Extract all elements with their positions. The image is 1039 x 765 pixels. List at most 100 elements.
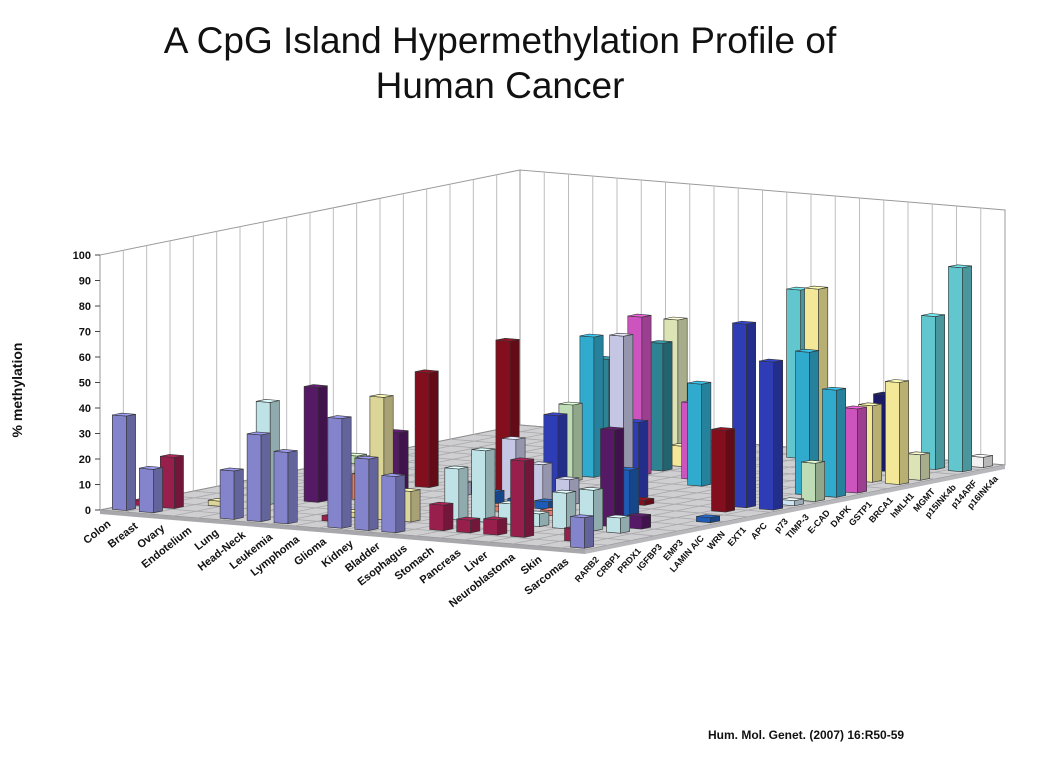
bar-face (233, 468, 244, 520)
bar-top (663, 316, 688, 321)
bar-face (962, 265, 973, 473)
bar-top (220, 467, 244, 472)
bar-skin-timp-3 (732, 320, 757, 509)
z-tick-label: 30 (79, 429, 91, 441)
bar-skin-e-cad (711, 427, 736, 513)
bar-face (552, 491, 567, 530)
bar-top (711, 427, 735, 431)
bar-top (609, 332, 633, 337)
bar-top (510, 457, 534, 462)
bar-head-neck-p16ink4a (246, 431, 271, 522)
bar-face (341, 416, 352, 529)
bar-top (822, 386, 846, 391)
bar-esophagus-p14arf (429, 501, 454, 532)
bar-kidney-p16ink4a (354, 455, 379, 531)
z-tick-label: 20 (79, 454, 91, 466)
bar-top (801, 459, 825, 464)
bar-face (303, 386, 319, 503)
bar-skin-crbp1 (921, 313, 946, 470)
bar-face (524, 458, 535, 538)
bar-top (780, 497, 804, 502)
bar-stomach-ext1 (687, 380, 712, 487)
bar-breast-p16ink4a (139, 465, 163, 514)
bar-face (112, 414, 127, 511)
y-tick-label: WRN (705, 529, 727, 552)
bar-face (368, 456, 379, 531)
bar-top (247, 431, 271, 436)
bar-face (260, 432, 271, 522)
bar-face (458, 466, 469, 521)
bar-face (920, 452, 931, 481)
bar-top (456, 516, 480, 521)
z-tick-label: 60 (79, 352, 91, 364)
bar-face (471, 449, 487, 523)
bar-liver-p14arf (510, 457, 535, 538)
bar-face (327, 417, 343, 529)
bar-face (273, 450, 289, 525)
bar-face (410, 489, 421, 523)
bar-top (804, 285, 828, 290)
y-tick-label: EXT1 (726, 525, 748, 548)
y-tick-label: APC (749, 520, 769, 541)
bar-bladder-mgmt (444, 465, 469, 521)
bar-face (139, 467, 154, 514)
bar-face (287, 450, 298, 525)
bar-face (414, 371, 430, 488)
z-tick-label: 50 (79, 378, 91, 390)
z-tick-label: 10 (79, 480, 91, 492)
bar-sarcomas-gstp1 (696, 514, 721, 524)
bar-sarcomas-wrn (843, 405, 868, 494)
bar-face (899, 380, 910, 485)
bar-top (921, 313, 945, 317)
bar-sarcomas-emp3 (885, 379, 910, 485)
bar-face (629, 467, 640, 517)
bar-glioma-ext1 (579, 333, 604, 478)
bar-face (593, 488, 604, 532)
bar-face (470, 517, 481, 534)
bar-face (746, 321, 757, 509)
bar-face (428, 370, 439, 488)
bar-bladder-p16ink4a (381, 473, 406, 534)
bar-pancreas-p14arf (483, 516, 508, 536)
bar-top (444, 465, 469, 470)
bar-top (327, 415, 352, 419)
bar-face (572, 402, 583, 482)
bar-top (483, 516, 507, 521)
bar-top (112, 412, 136, 417)
bar-face (510, 459, 525, 538)
bar-top (627, 512, 651, 517)
bar-sarcomas-apc (801, 459, 826, 502)
bar-face (395, 474, 406, 534)
bar-sarcomas-crbp1 (948, 264, 973, 473)
z-tick-label: 40 (79, 403, 91, 415)
bar-face (836, 387, 847, 498)
bar-top (687, 380, 711, 385)
chart-title-line-2: Human Cancer (375, 65, 625, 106)
bar-face (687, 382, 703, 487)
bar-breast-p14arf (160, 454, 184, 509)
y-tick-label: DAPK (828, 503, 853, 529)
bar-face (921, 315, 936, 470)
bar-top (600, 426, 624, 431)
bar-top (732, 320, 756, 325)
bar-skin-hmlh1 (627, 512, 652, 530)
z-tick-label: 80 (79, 301, 91, 313)
bar-face (246, 433, 262, 522)
bar-top (354, 455, 379, 460)
bar-face (539, 511, 550, 527)
bar-top (495, 337, 520, 342)
y-tick-label: IGFBP3 (635, 542, 664, 573)
floor-edge (585, 465, 1005, 554)
bar-top (273, 449, 298, 453)
bar-face (126, 413, 136, 511)
bar-top (858, 402, 882, 407)
z-tick-label: 90 (79, 276, 91, 288)
bar-colon-p16ink4a (112, 412, 136, 511)
bar-top (558, 401, 583, 406)
bar-top (256, 399, 280, 403)
bar-sarcomas-ext1 (822, 386, 847, 498)
bar-face (497, 517, 508, 536)
bar-esophagus-mgmt (471, 447, 496, 523)
bar-sarcomas-igfbp3 (906, 451, 931, 481)
